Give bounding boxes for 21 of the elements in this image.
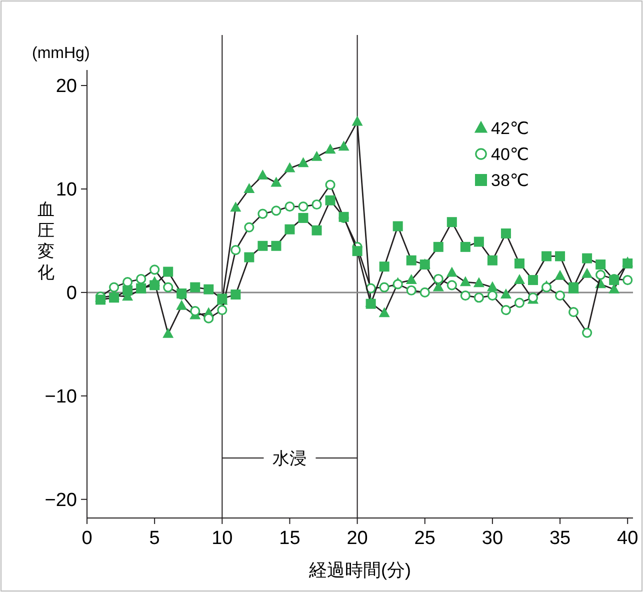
text: (mmHg) [32,45,90,62]
y-tick-label: −10 [44,386,77,408]
x-tick-label: 40 [617,528,638,549]
x-tick-label: 20 [346,528,368,549]
y-tick-label: 10 [56,180,77,201]
legend-label: 40℃ [491,144,530,164]
x-tick-label: 5 [149,528,160,549]
x-tick-label: 30 [482,528,504,549]
annotation: 水浸 [272,448,307,468]
x-tick-label: 25 [414,528,436,549]
y-tick-label: 0 [66,283,77,304]
x-tick-label: 35 [549,528,571,549]
legend-label: 38℃ [491,170,530,190]
x-tick-label: 10 [212,528,233,549]
x-tick-label: 0 [82,528,92,549]
y-axis-title: 血圧変化 [38,200,54,282]
x-tick-label: 15 [279,528,300,549]
x-axis-title: 経過時間(分) [308,560,411,580]
y-tick-label: 20 [56,76,77,98]
y-tick-label: −20 [44,490,77,512]
legend-label: 42℃ [491,118,530,138]
